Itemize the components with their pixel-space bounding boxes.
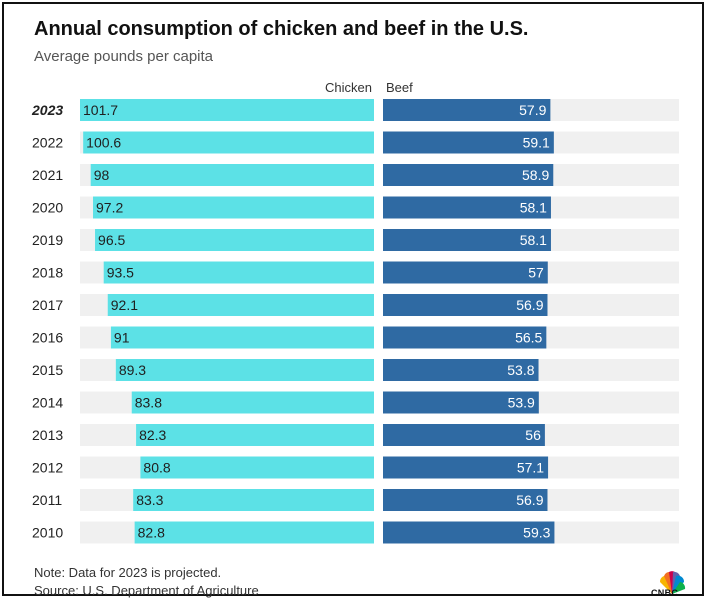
beef-value-label: 56.9 xyxy=(516,297,543,313)
year-label: 2014 xyxy=(32,395,63,411)
beef-bar xyxy=(383,164,554,186)
year-label: 2023 xyxy=(31,102,63,118)
year-label: 2016 xyxy=(32,330,63,346)
year-label: 2021 xyxy=(32,167,63,183)
beef-value-label: 59.1 xyxy=(523,135,550,151)
chicken-value-label: 82.8 xyxy=(138,525,165,541)
logo-feather-yellow xyxy=(659,575,672,594)
beef-value-label: 58.1 xyxy=(520,200,547,216)
beef-value-label: 56.9 xyxy=(516,492,543,508)
source-note: Source: U.S. Department of Agriculture xyxy=(34,583,259,598)
beef-value-label: 57 xyxy=(528,265,544,281)
chicken-bar xyxy=(133,489,374,511)
chart-subtitle: Average pounds per capita xyxy=(34,48,214,65)
year-label: 2015 xyxy=(32,362,63,378)
chicken-bar xyxy=(140,456,374,479)
chicken-value-label: 97.2 xyxy=(96,200,123,216)
beef-bar xyxy=(383,521,555,544)
beef-bar xyxy=(383,424,545,446)
chicken-value-label: 92.1 xyxy=(111,297,138,313)
beef-bar xyxy=(383,391,539,414)
chicken-bar xyxy=(83,131,375,154)
footnote: Note: Data for 2023 is projected. xyxy=(34,565,222,580)
chicken-bar xyxy=(93,196,374,219)
year-label: 2022 xyxy=(32,135,63,151)
year-label: 2013 xyxy=(32,427,63,443)
year-label: 2019 xyxy=(32,232,63,248)
chicken-value-label: 83.8 xyxy=(135,395,162,411)
chicken-bar xyxy=(136,424,374,446)
beef-value-label: 57.9 xyxy=(519,102,546,118)
chicken-bar xyxy=(134,521,374,544)
logo-feather-blue xyxy=(672,575,685,594)
chicken-value-label: 100.6 xyxy=(86,135,121,151)
chicken-bar xyxy=(115,359,374,381)
chicken-bar xyxy=(80,99,374,121)
chicken-bar xyxy=(131,391,374,414)
beef-value-label: 56.5 xyxy=(515,330,542,346)
beef-value-label: 58.1 xyxy=(520,232,547,248)
legend-beef: Beef xyxy=(386,80,413,95)
beef-bar xyxy=(383,196,551,219)
chicken-bar xyxy=(110,326,374,349)
beef-bar xyxy=(383,489,548,511)
beef-value-label: 57.1 xyxy=(517,460,544,476)
beef-value-label: 59.3 xyxy=(523,525,550,541)
chicken-value-label: 101.7 xyxy=(83,102,118,118)
beef-bar xyxy=(383,229,551,251)
year-label: 2012 xyxy=(32,460,63,476)
chart-title: Annual consumption of chicken and beef i… xyxy=(34,18,529,40)
year-label: 2018 xyxy=(32,265,63,281)
chicken-bar xyxy=(103,261,374,284)
beef-value-label: 58.9 xyxy=(522,167,549,183)
beef-value-label: 56 xyxy=(525,427,541,443)
beef-bar xyxy=(383,294,548,316)
chicken-value-label: 98 xyxy=(94,167,110,183)
beef-bar xyxy=(383,261,548,284)
cnbc-peacock-icon xyxy=(659,571,686,594)
chicken-value-label: 89.3 xyxy=(119,362,146,378)
chicken-value-label: 80.8 xyxy=(143,460,170,476)
legend-chicken: Chicken xyxy=(325,80,372,95)
beef-value-label: 53.8 xyxy=(507,362,534,378)
chart-canvas: Chicken Beef 2023 101.7 57.9 2022 100.6 59.1 202… xyxy=(31,80,679,544)
beef-bar xyxy=(383,99,551,121)
chicken-value-label: 91 xyxy=(114,330,130,346)
year-label: 2010 xyxy=(32,525,63,541)
chicken-bar xyxy=(90,164,374,186)
chicken-bar xyxy=(95,229,375,251)
logo-text: CNBC xyxy=(651,588,679,598)
year-label: 2020 xyxy=(32,200,63,216)
chicken-value-label: 83.3 xyxy=(136,492,163,508)
beef-bar xyxy=(383,131,554,154)
chicken-value-label: 82.3 xyxy=(139,427,166,443)
beef-bar xyxy=(383,359,539,381)
beef-bar xyxy=(383,326,547,349)
chicken-value-label: 96.5 xyxy=(98,232,125,248)
chicken-value-label: 93.5 xyxy=(107,265,134,281)
chicken-bar xyxy=(107,294,375,316)
year-label: 2011 xyxy=(32,492,62,508)
beef-bar xyxy=(383,456,549,479)
beef-value-label: 53.9 xyxy=(508,395,535,411)
logo-feather-green xyxy=(672,582,686,594)
year-label: 2017 xyxy=(32,297,63,313)
